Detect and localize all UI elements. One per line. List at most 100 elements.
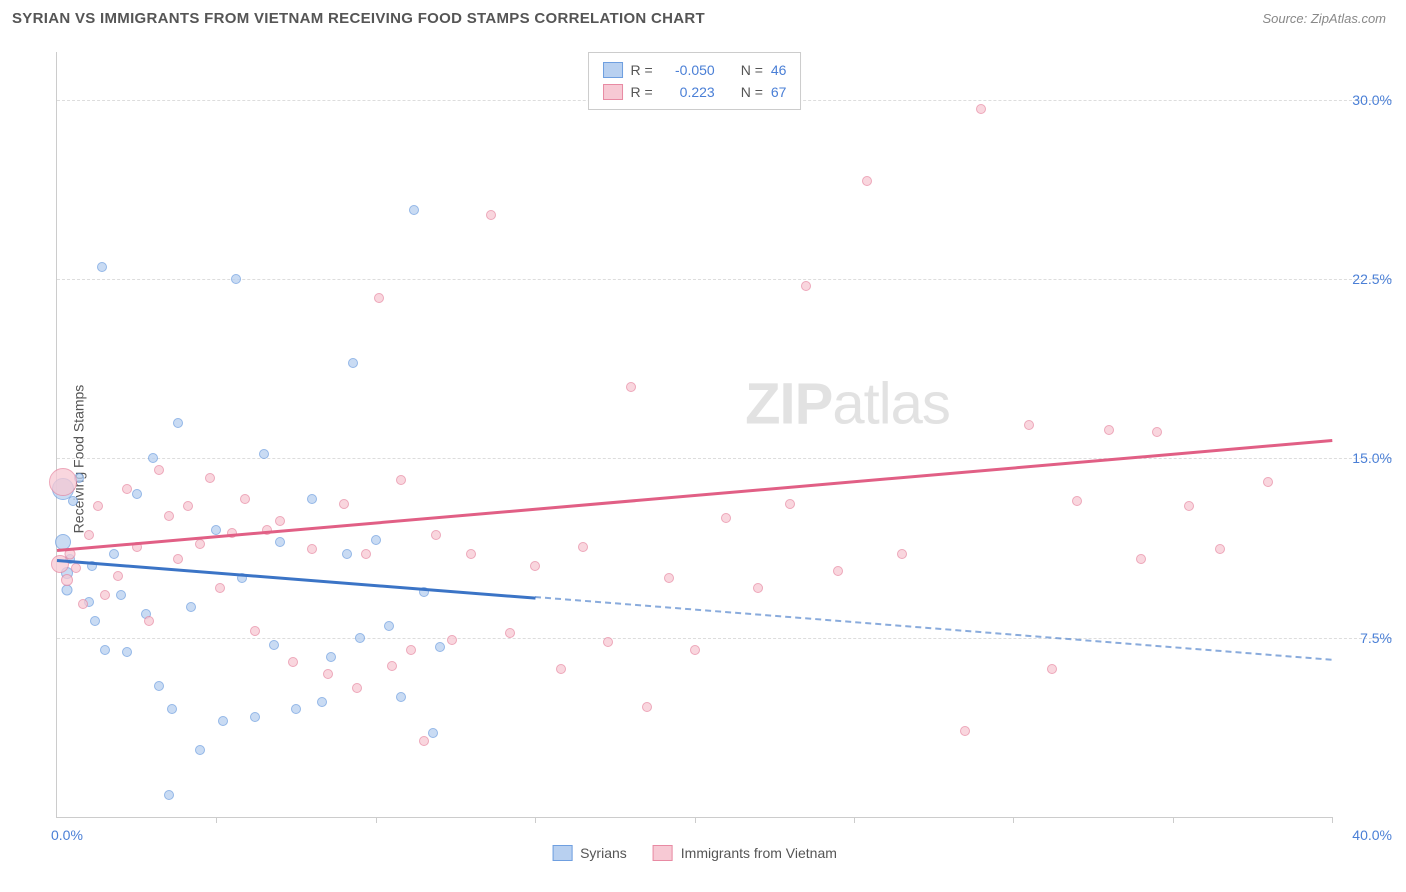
- data-point-vietnam: [215, 583, 225, 593]
- data-point-syrians: [154, 681, 164, 691]
- data-point-vietnam: [49, 468, 77, 496]
- data-point-syrians: [109, 549, 119, 559]
- data-point-syrians: [396, 692, 406, 702]
- data-point-vietnam: [960, 726, 970, 736]
- data-point-vietnam: [530, 561, 540, 571]
- data-point-vietnam: [833, 566, 843, 576]
- x-tick: [1173, 817, 1174, 823]
- data-point-syrians: [342, 549, 352, 559]
- data-point-syrians: [355, 633, 365, 643]
- data-point-vietnam: [154, 465, 164, 475]
- data-point-syrians: [148, 453, 158, 463]
- data-point-vietnam: [753, 583, 763, 593]
- data-point-vietnam: [419, 736, 429, 746]
- data-point-vietnam: [578, 542, 588, 552]
- data-point-vietnam: [61, 574, 73, 586]
- x-tick: [216, 817, 217, 823]
- data-point-vietnam: [164, 511, 174, 521]
- x-tick: [1332, 817, 1333, 823]
- legend-swatch: [603, 62, 623, 78]
- data-point-vietnam: [240, 494, 250, 504]
- data-point-vietnam: [897, 549, 907, 559]
- data-point-syrians: [317, 697, 327, 707]
- data-point-vietnam: [205, 473, 215, 483]
- correlation-legend: R =-0.050N =46R =0.223N =67: [588, 52, 802, 110]
- data-point-vietnam: [352, 683, 362, 693]
- plot-region: ZIPatlas R =-0.050N =46R =0.223N =67 Syr…: [56, 52, 1332, 818]
- legend-n-label: N =: [741, 81, 763, 103]
- data-point-vietnam: [1024, 420, 1034, 430]
- data-point-vietnam: [1152, 427, 1162, 437]
- series-legend-item-vietnam: Immigrants from Vietnam: [653, 845, 837, 861]
- data-point-vietnam: [862, 176, 872, 186]
- data-point-vietnam: [556, 664, 566, 674]
- legend-swatch: [552, 845, 572, 861]
- data-point-vietnam: [122, 484, 132, 494]
- data-point-vietnam: [71, 563, 81, 573]
- data-point-syrians: [435, 642, 445, 652]
- data-point-vietnam: [396, 475, 406, 485]
- legend-r-value: -0.050: [661, 59, 715, 81]
- data-point-syrians: [90, 616, 100, 626]
- x-tick: [376, 817, 377, 823]
- series-name: Immigrants from Vietnam: [681, 845, 837, 861]
- data-point-vietnam: [275, 516, 285, 526]
- data-point-vietnam: [78, 599, 88, 609]
- x-tick: [1013, 817, 1014, 823]
- legend-row-syrians: R =-0.050N =46: [603, 59, 787, 81]
- data-point-vietnam: [173, 554, 183, 564]
- data-point-syrians: [348, 358, 358, 368]
- data-point-vietnam: [1104, 425, 1114, 435]
- data-point-syrians: [231, 274, 241, 284]
- legend-r-label: R =: [631, 81, 653, 103]
- gridline: [57, 638, 1392, 639]
- chart-source: Source: ZipAtlas.com: [1262, 11, 1386, 26]
- legend-swatch: [653, 845, 673, 861]
- data-point-syrians: [100, 645, 110, 655]
- gridline: [57, 279, 1392, 280]
- data-point-vietnam: [431, 530, 441, 540]
- x-tick: [854, 817, 855, 823]
- gridline: [57, 458, 1392, 459]
- data-point-syrians: [218, 716, 228, 726]
- data-point-vietnam: [250, 626, 260, 636]
- chart-area: Receiving Food Stamps ZIPatlas R =-0.050…: [12, 38, 1394, 880]
- data-point-vietnam: [387, 661, 397, 671]
- data-point-vietnam: [785, 499, 795, 509]
- legend-n-label: N =: [741, 59, 763, 81]
- data-point-vietnam: [626, 382, 636, 392]
- data-point-vietnam: [1047, 664, 1057, 674]
- data-point-syrians: [116, 590, 126, 600]
- data-point-syrians: [122, 647, 132, 657]
- x-tick: [535, 817, 536, 823]
- data-point-syrians: [186, 602, 196, 612]
- data-point-vietnam: [1215, 544, 1225, 554]
- data-point-vietnam: [323, 669, 333, 679]
- legend-n-value: 67: [771, 81, 787, 103]
- data-point-syrians: [211, 525, 221, 535]
- trend-line-syrians: [535, 596, 1332, 661]
- data-point-syrians: [164, 790, 174, 800]
- data-point-syrians: [173, 418, 183, 428]
- data-point-vietnam: [183, 501, 193, 511]
- data-point-syrians: [269, 640, 279, 650]
- data-point-vietnam: [642, 702, 652, 712]
- data-point-vietnam: [801, 281, 811, 291]
- data-point-syrians: [250, 712, 260, 722]
- y-tick-label: 15.0%: [1338, 450, 1392, 466]
- x-min-label: 0.0%: [51, 827, 83, 843]
- data-point-syrians: [259, 449, 269, 459]
- y-tick-label: 30.0%: [1338, 92, 1392, 108]
- data-point-vietnam: [466, 549, 476, 559]
- data-point-vietnam: [603, 637, 613, 647]
- data-point-vietnam: [361, 549, 371, 559]
- data-point-syrians: [68, 496, 78, 506]
- data-point-vietnam: [307, 544, 317, 554]
- data-point-syrians: [167, 704, 177, 714]
- x-max-label: 40.0%: [1352, 827, 1392, 843]
- legend-r-label: R =: [631, 59, 653, 81]
- data-point-vietnam: [84, 530, 94, 540]
- legend-swatch: [603, 84, 623, 100]
- data-point-vietnam: [144, 616, 154, 626]
- data-point-syrians: [195, 745, 205, 755]
